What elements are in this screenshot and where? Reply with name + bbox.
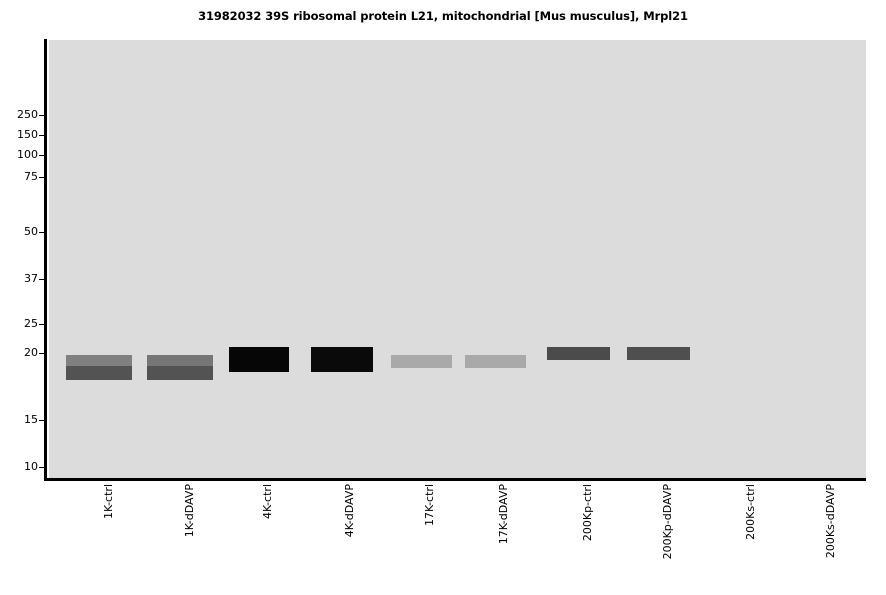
blot-band-segment <box>311 347 373 372</box>
x-axis-tick-label: 17K-dDAVP <box>497 484 510 545</box>
y-axis-tick-label: 37 <box>24 272 38 285</box>
y-axis-tick-label: 15 <box>24 413 38 426</box>
x-axis-tick-label: 1K-dDAVP <box>183 484 196 538</box>
x-axis-tick-label: 1K-ctrl <box>102 484 115 519</box>
y-axis-tick-mark <box>39 467 45 468</box>
blot-band-segment <box>391 355 452 368</box>
y-axis-line <box>44 39 47 479</box>
y-axis-tick-label: 50 <box>24 225 38 238</box>
blot-band-segment <box>66 355 132 366</box>
blot-band-segment <box>66 366 132 380</box>
blot-band-segment <box>465 355 526 368</box>
y-axis-tick-label: 25 <box>24 317 38 330</box>
x-axis-tick-label: 4K-ctrl <box>261 484 274 519</box>
page-title: 31982032 39S ribosomal protein L21, mito… <box>198 9 688 23</box>
y-axis-tick-mark <box>39 115 45 116</box>
x-axis-line <box>44 478 866 481</box>
blot-band <box>627 347 690 360</box>
y-axis-tick-label: 10 <box>24 460 38 473</box>
y-axis-tick-labels: 250 150 100 75 50 37 25 20 15 10 <box>0 0 38 595</box>
blot-band-segment <box>547 347 610 360</box>
blot-band <box>465 355 526 368</box>
blot-band-segment <box>229 347 289 372</box>
blot-band <box>229 347 289 372</box>
y-axis-tick-mark <box>39 324 45 325</box>
y-axis-tick-mark <box>39 420 45 421</box>
plot-area <box>49 40 866 478</box>
y-axis-tick-label: 100 <box>17 148 38 161</box>
x-axis-tick-label: 4K-dDAVP <box>343 484 356 538</box>
blot-band-segment <box>147 366 213 380</box>
y-axis-tick-mark <box>39 353 45 354</box>
blot-band <box>547 347 610 360</box>
y-axis-tick-label: 20 <box>24 346 38 359</box>
y-axis-tick-label: 75 <box>24 170 38 183</box>
blot-band-segment <box>627 347 690 360</box>
x-axis-tick-label: 200Ks-dDAVP <box>824 484 837 559</box>
x-axis-tick-label: 200Kp-dDAVP <box>661 484 674 560</box>
x-axis-tick-label: 200Kp-ctrl <box>581 484 594 542</box>
y-axis-tick-mark <box>39 135 45 136</box>
y-axis-tick-mark <box>39 232 45 233</box>
x-axis-tick-label: 200Ks-ctrl <box>744 484 757 540</box>
blot-band-segment <box>147 355 213 366</box>
y-axis-tick-label: 150 <box>17 128 38 141</box>
y-axis-tick-label: 250 <box>17 108 38 121</box>
y-axis-tick-mark <box>39 177 45 178</box>
blot-band <box>311 347 373 372</box>
x-axis-tick-label: 17K-ctrl <box>423 484 436 526</box>
y-axis-tick-mark <box>39 279 45 280</box>
blot-band <box>147 355 213 380</box>
y-axis-tick-mark <box>39 155 45 156</box>
blot-band <box>391 355 452 368</box>
blot-band <box>66 355 132 380</box>
